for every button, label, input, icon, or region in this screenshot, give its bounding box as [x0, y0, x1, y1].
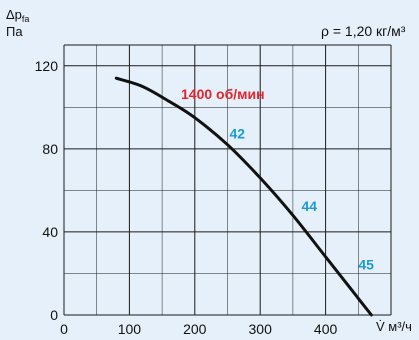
curve-annotations: 42 44 45	[230, 125, 375, 272]
curve-annotation-45: 45	[358, 256, 374, 272]
density-label: ρ = 1,20 кг/м³	[321, 23, 406, 39]
x-axis-label: V̇ м³/ч	[376, 319, 412, 334]
curve-annotation-42: 42	[230, 125, 246, 141]
y-tick-label: 120	[35, 58, 59, 74]
y-tick-label: 40	[42, 224, 58, 240]
x-tick-label: 300	[249, 321, 273, 337]
x-tick-label: 400	[314, 321, 338, 337]
series-label-1400: 1400 об/мин	[181, 86, 265, 102]
x-tick-label: 0	[60, 321, 68, 337]
x-tick-label: 100	[118, 321, 142, 337]
series-line-1400	[114, 76, 373, 317]
y-tick-label: 0	[50, 307, 58, 323]
y-axis-label: Δpfa	[6, 7, 29, 24]
curve-annotation-44: 44	[301, 198, 317, 214]
y-tick-label: 80	[42, 141, 58, 157]
y-axis-unit: Па	[6, 24, 23, 39]
chart-grid	[63, 44, 392, 316]
chart-ticks: 0 100 200 300 400 0 40 80 120	[35, 58, 338, 337]
x-tick-label: 200	[183, 321, 207, 337]
